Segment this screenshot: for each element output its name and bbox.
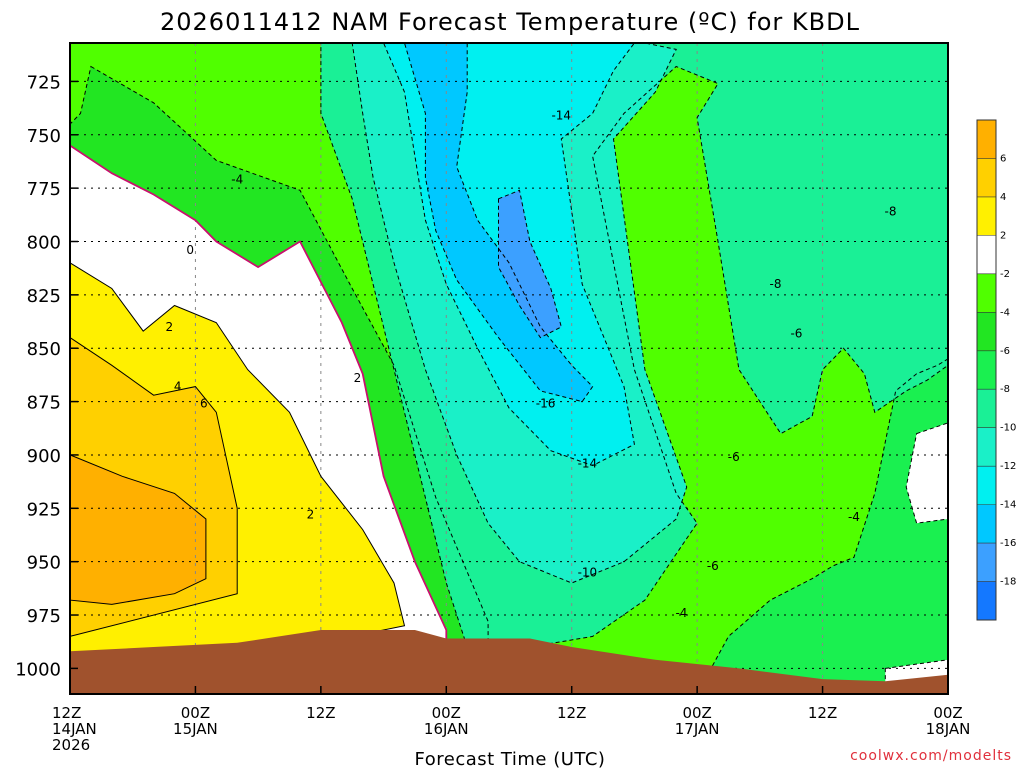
colorbar: 6 4 2 -2 -4 -6 -8 -10 -12 -14 -16 -18 (976, 119, 1016, 621)
contour-label-14: -4 (848, 510, 860, 524)
isotherm-9 (69, 261, 406, 695)
contour-label-16: -10 (578, 565, 598, 579)
colorbar-bin-5 (977, 312, 996, 351)
colorbar-label-9: -14 (1000, 500, 1016, 511)
contour-label-8: 4 (174, 380, 182, 394)
x-tick-label-3-1: 16JAN (424, 720, 469, 738)
colorbar-label-7: -10 (1000, 423, 1016, 434)
colorbar-bin-11 (977, 543, 996, 582)
colorbar-label-10: -16 (1000, 538, 1016, 549)
isotherm-10 (69, 336, 238, 638)
x-tick-label-2-0: 12Z (306, 704, 335, 722)
colorbar-bin-10 (977, 504, 996, 544)
colorbar-label-1: 4 (1000, 192, 1006, 203)
contour-labels: -4 -14 -8 0 -8 2 -6 2 4 6 -16 -6 -14 2 -4 -6 -10 -4 (165, 109, 896, 620)
colorbar-bin-1 (977, 158, 996, 197)
x-tick-label-0-1: 14JAN (52, 720, 97, 738)
temperature-field (70, 43, 948, 694)
y-tick-label-725: 725 (27, 72, 61, 93)
colorbar-bin-0 (977, 120, 996, 159)
x-tick-label-5-0: 00Z (682, 704, 711, 722)
y-tick-label-750: 750 (27, 126, 61, 147)
x-tick-label-4-0: 12Z (557, 704, 586, 722)
y-tick-label-1000: 1000 (15, 659, 61, 680)
isotherm-5 (382, 42, 636, 467)
colorbar-label-8: -12 (1000, 461, 1016, 472)
x-tick-label-5-1: 17JAN (675, 720, 720, 738)
temp-region-11 (70, 454, 206, 605)
colorbar-label-11: -18 (1000, 577, 1016, 588)
isotherm-6 (403, 42, 594, 403)
colorbar-bin-2 (977, 196, 996, 236)
ground-surface (70, 630, 948, 694)
x-tick-label-0-2: 2026 (52, 736, 90, 754)
temp-region-2 (300, 43, 948, 694)
colorbar-label-0: 6 (1000, 153, 1006, 164)
colorbar-label-2: 2 (1000, 230, 1006, 241)
colorbar-frame (976, 119, 997, 621)
colorbar-bin-9 (977, 466, 996, 505)
x-tick-label-1-0: 00Z (181, 704, 210, 722)
y-tick-label-825: 825 (27, 286, 61, 307)
y-tick-label-900: 900 (27, 446, 61, 467)
colorbar-bin-3 (977, 235, 996, 274)
contour-label-10: -16 (536, 397, 556, 411)
contour-label-13: 2 (307, 508, 315, 522)
contour-label-1: -14 (551, 109, 571, 123)
contour-label-7: 2 (354, 371, 362, 385)
ground-surface-fill (70, 630, 948, 694)
contour-label-2: -8 (885, 205, 897, 219)
y-tick-label-925: 925 (27, 499, 61, 520)
x-tick-label-0-0: 12Z (52, 704, 81, 722)
temp-region-7 (498, 190, 562, 338)
y-tick-label-850: 850 (27, 339, 61, 360)
colorbar-bin-7 (977, 389, 996, 428)
contour-label-9: 6 (200, 397, 208, 411)
contour-label-17: -4 (675, 606, 687, 620)
colorbar-bin-4 (977, 273, 996, 313)
y-axis: 725 750 775 800 825 850 875 900 925 950 975 1000 (15, 72, 78, 680)
isotherm-4 (351, 42, 688, 584)
chart-title: 2026011412 NAM Forecast Temperature (ºC)… (160, 8, 860, 36)
contour-label-11: -6 (728, 450, 740, 464)
temp-region-6 (404, 43, 593, 402)
x-tick-label-7-0: 00Z (933, 704, 962, 722)
x-axis-label: Forecast Time (UTC) (415, 749, 606, 768)
colorbar-bin-8 (977, 427, 996, 467)
contour-label-4: -8 (770, 277, 782, 291)
colorbar-label-6: -8 (1000, 384, 1010, 395)
colorbar-bin-6 (977, 350, 996, 390)
x-tick-label-7-1: 18JAN (926, 720, 971, 738)
y-tick-label-875: 875 (27, 393, 61, 414)
isotherm-11 (69, 454, 207, 605)
contour-label-5: 2 (165, 320, 173, 334)
colorbar-label-4: -4 (1000, 307, 1010, 318)
contour-label-3: 0 (186, 243, 194, 257)
contour-label-12: -14 (578, 456, 598, 470)
colorbar-label-5: -6 (1000, 346, 1010, 357)
colorbar-bin-12 (977, 581, 996, 620)
y-tick-label-775: 775 (27, 179, 61, 200)
contour-label-15: -6 (707, 559, 719, 573)
isotherm-3 (320, 42, 949, 695)
x-tick-label-1-1: 15JAN (173, 720, 218, 738)
contour-label-0: -4 (231, 173, 243, 187)
contour-label-6: -6 (790, 326, 802, 340)
temp-region-12 (906, 422, 948, 524)
x-tick-label-6-0: 12Z (808, 704, 837, 722)
y-tick-label-800: 800 (27, 233, 61, 254)
y-tick-label-975: 975 (27, 606, 61, 627)
plot-frame (69, 42, 949, 695)
credit-text: coolwx.com/modelts (850, 748, 1012, 764)
x-tick-label-3-0: 00Z (432, 704, 461, 722)
y-tick-label-950: 950 (27, 553, 61, 574)
colorbar-label-3: -2 (1000, 269, 1010, 280)
